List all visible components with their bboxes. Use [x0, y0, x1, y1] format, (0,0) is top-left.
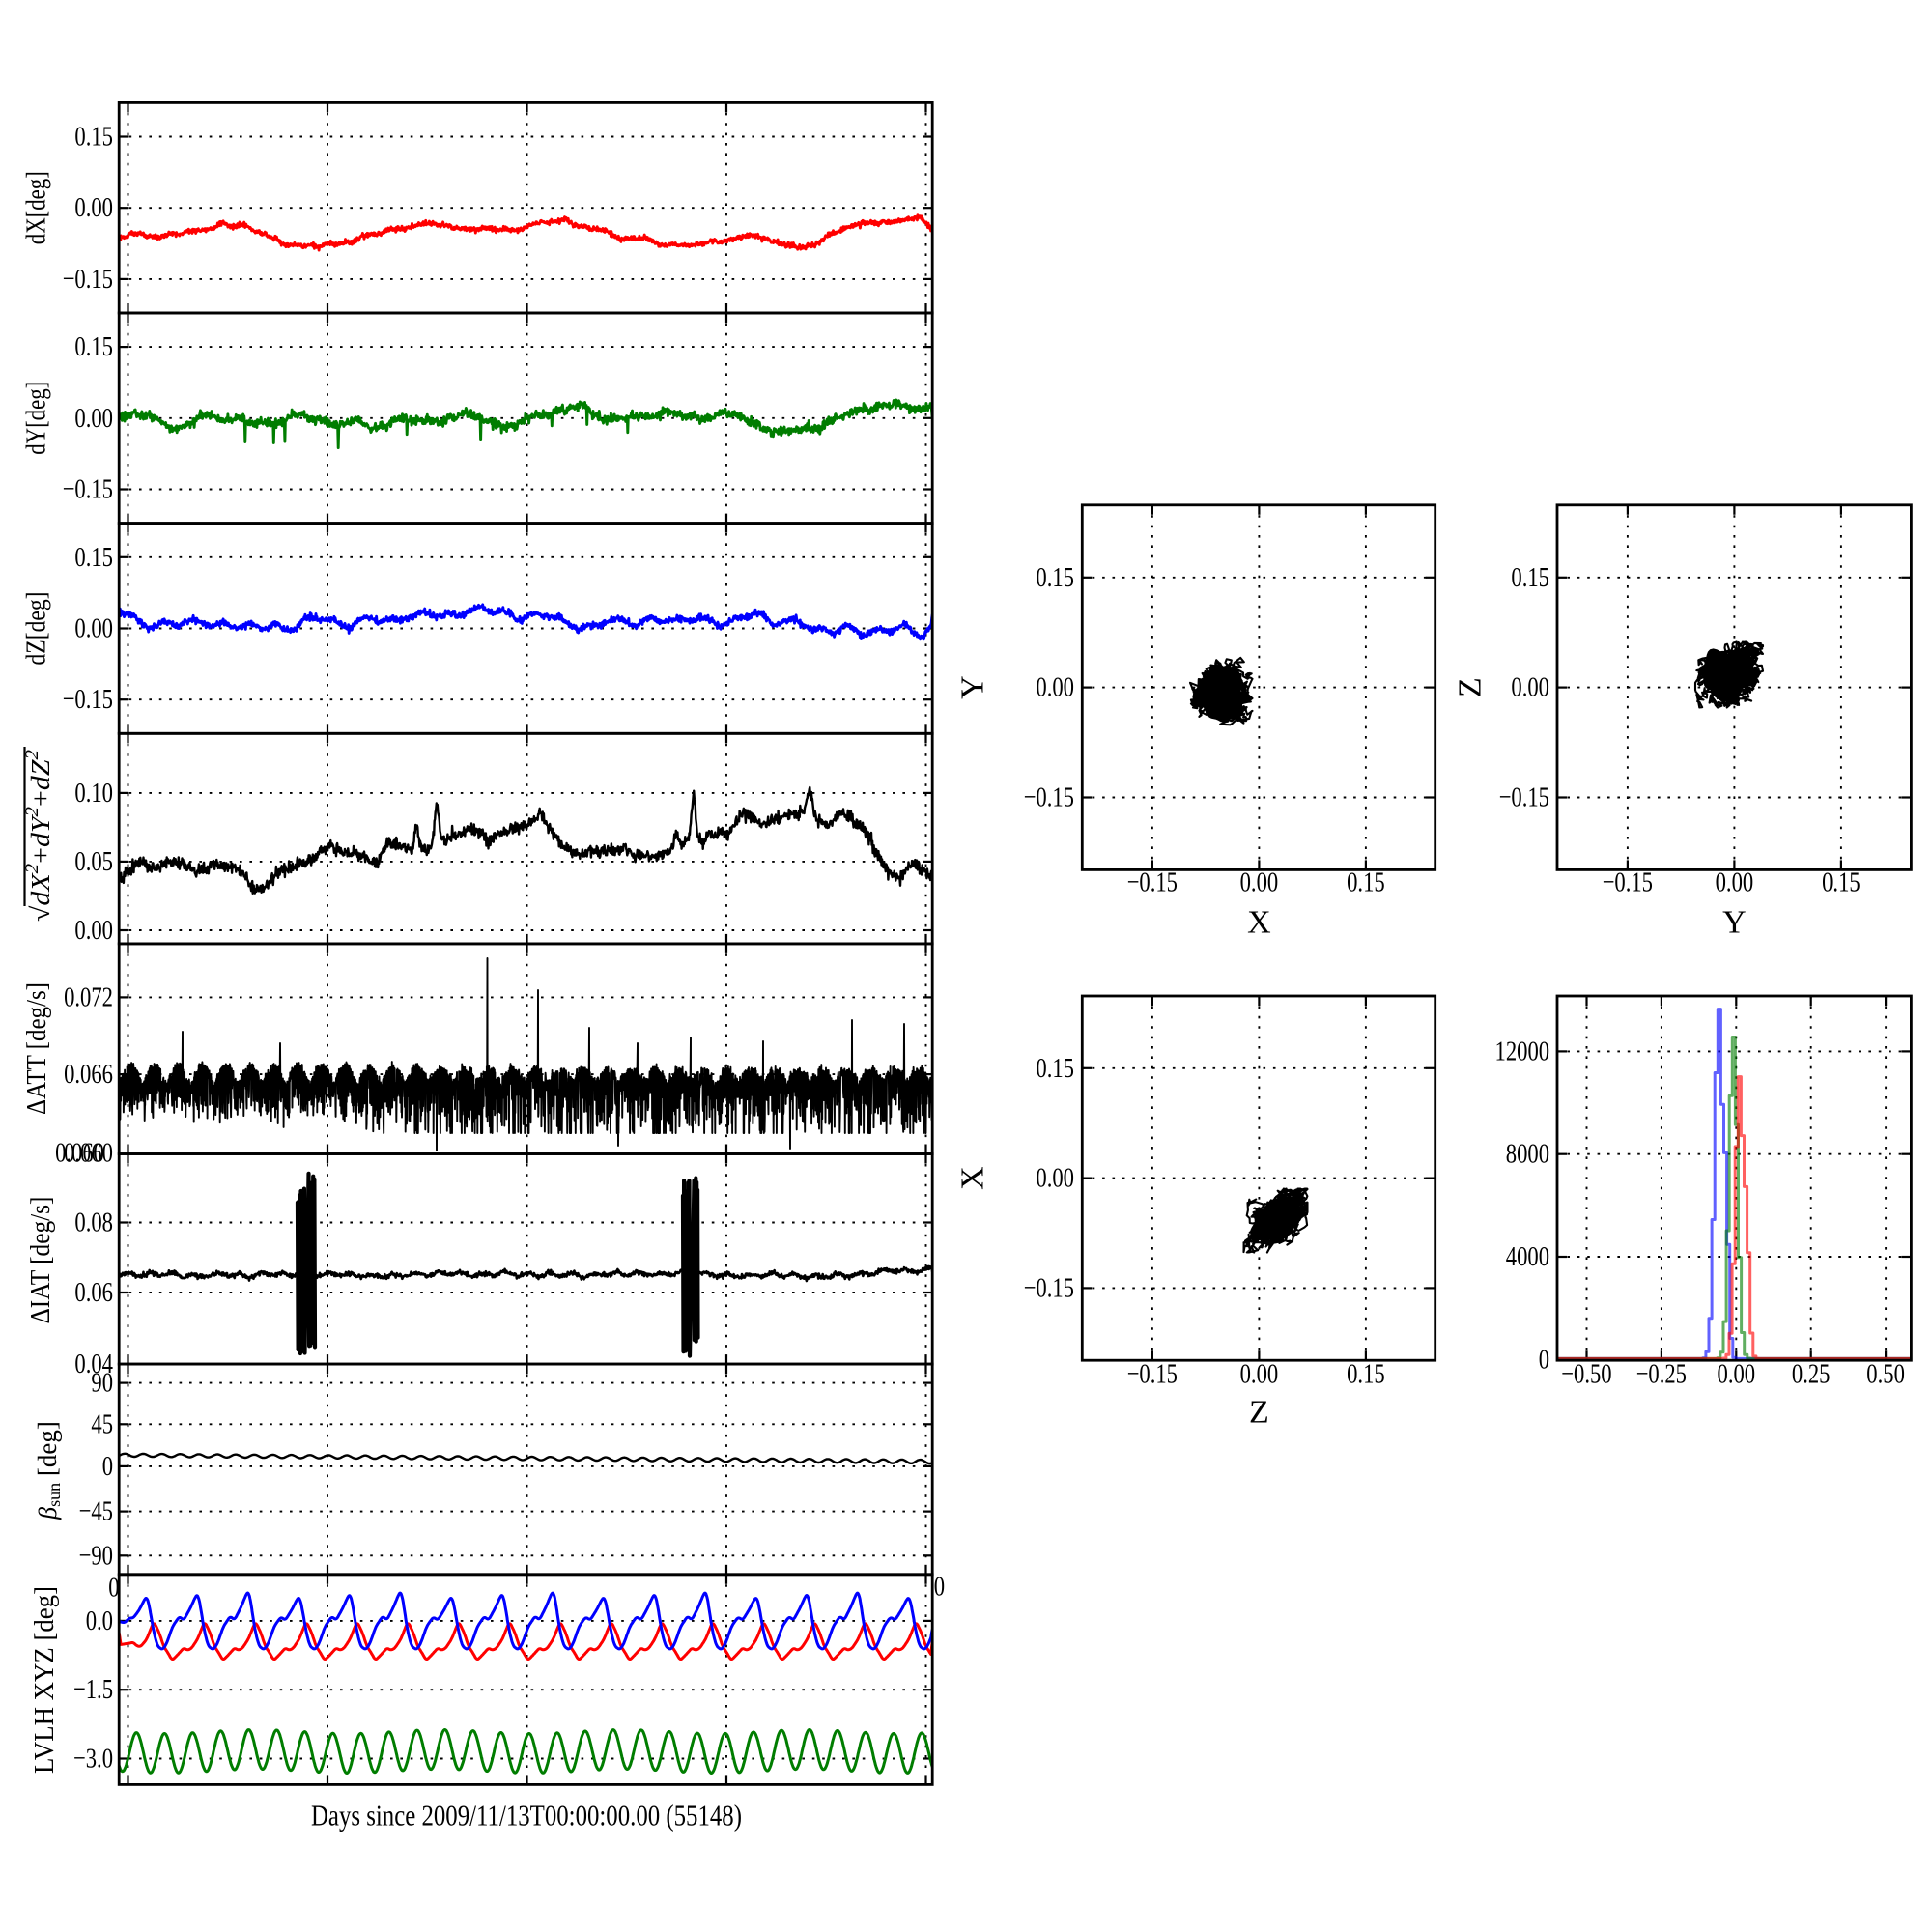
- svg-text:dZ[deg]: dZ[deg]: [21, 592, 52, 666]
- svg-text:8000: 8000: [1506, 1139, 1549, 1170]
- svg-text:0.15: 0.15: [74, 331, 113, 362]
- svg-text:X: X: [1247, 905, 1271, 941]
- svg-text:Z: Z: [1453, 677, 1489, 697]
- svg-text:0.072: 0.072: [64, 981, 113, 1012]
- svg-text:√dX2+dY2+dZ2: √dX2+dY2+dZ2: [22, 749, 56, 922]
- svg-text:ΔIAT [deg/s]: ΔIAT [deg/s]: [25, 1197, 56, 1324]
- svg-text:0.25: 0.25: [1792, 1359, 1831, 1390]
- svg-text:0.15: 0.15: [1511, 562, 1549, 593]
- svg-text:−0.15: −0.15: [63, 264, 113, 295]
- svg-text:dY[deg]: dY[deg]: [21, 382, 52, 455]
- svg-text:ΔATT [deg/s]: ΔATT [deg/s]: [21, 982, 52, 1115]
- svg-text:0.060: 0.060: [55, 1138, 104, 1169]
- svg-text:dX[deg]: dX[deg]: [21, 171, 52, 244]
- svg-text:0.15: 0.15: [1036, 1053, 1074, 1084]
- svg-text:0.15: 0.15: [1822, 867, 1861, 898]
- svg-text:0.15: 0.15: [1036, 562, 1074, 593]
- svg-text:Z: Z: [1249, 1395, 1269, 1431]
- svg-text:0.00: 0.00: [74, 403, 113, 434]
- svg-text:0.00: 0.00: [1240, 1359, 1279, 1390]
- svg-text:−45: −45: [79, 1496, 113, 1527]
- svg-text:0.0: 0.0: [86, 1605, 113, 1636]
- svg-text:0.00: 0.00: [74, 613, 113, 644]
- svg-text:−1.5: −1.5: [73, 1674, 113, 1705]
- svg-text:Days since 2009/11/13T00:00:00: Days since 2009/11/13T00:00:00.00 (55148…: [311, 1799, 742, 1833]
- svg-text:0.00: 0.00: [1716, 867, 1754, 898]
- svg-text:−0.15: −0.15: [1127, 1359, 1178, 1390]
- svg-text:0.15: 0.15: [1347, 1359, 1385, 1390]
- svg-text:−0.25: −0.25: [1636, 1359, 1687, 1390]
- svg-text:0.10: 0.10: [74, 778, 113, 809]
- svg-text:−0.15: −0.15: [63, 684, 113, 715]
- svg-text:0: 0: [934, 1572, 945, 1603]
- svg-text:0.00: 0.00: [1036, 672, 1074, 703]
- svg-text:0.15: 0.15: [74, 122, 113, 153]
- svg-text:−90: −90: [79, 1540, 113, 1571]
- svg-text:0: 0: [1539, 1344, 1549, 1375]
- svg-text:0.060: 0.060: [64, 1138, 113, 1169]
- svg-text:0.15: 0.15: [74, 542, 113, 573]
- svg-text:X: X: [955, 1166, 991, 1190]
- svg-text:0.00: 0.00: [1036, 1163, 1074, 1194]
- svg-text:45: 45: [91, 1408, 113, 1439]
- svg-text:0.50: 0.50: [1866, 1359, 1905, 1390]
- svg-text:0.00: 0.00: [1240, 867, 1279, 898]
- svg-text:−0.15: −0.15: [1499, 782, 1549, 813]
- svg-text:0: 0: [108, 1573, 119, 1604]
- svg-text:0.06: 0.06: [74, 1277, 113, 1308]
- svg-text:0.15: 0.15: [1347, 867, 1385, 898]
- svg-text:−0.15: −0.15: [1603, 867, 1653, 898]
- svg-text:12000: 12000: [1495, 1036, 1550, 1066]
- svg-text:90: 90: [91, 1368, 113, 1399]
- svg-text:0.00: 0.00: [1511, 672, 1549, 703]
- svg-text:0.066: 0.066: [64, 1059, 113, 1090]
- svg-text:−0.15: −0.15: [1024, 782, 1074, 813]
- svg-text:Y: Y: [1722, 905, 1747, 941]
- svg-text:0.00: 0.00: [74, 192, 113, 223]
- svg-text:−0.15: −0.15: [1127, 867, 1178, 898]
- svg-text:−0.15: −0.15: [1024, 1272, 1074, 1303]
- svg-text:−0.50: −0.50: [1561, 1359, 1611, 1390]
- svg-text:βsun [deg]: βsun [deg]: [33, 1421, 64, 1520]
- svg-text:−3.0: −3.0: [73, 1744, 113, 1775]
- svg-text:LVLH XYZ [deg]: LVLH XYZ [deg]: [29, 1586, 60, 1774]
- svg-text:0.00: 0.00: [74, 915, 113, 946]
- svg-text:Y: Y: [955, 675, 991, 699]
- svg-text:4000: 4000: [1506, 1241, 1549, 1272]
- svg-text:−0.15: −0.15: [63, 474, 113, 505]
- svg-text:0.00: 0.00: [1718, 1359, 1756, 1390]
- svg-text:0.04: 0.04: [74, 1349, 113, 1379]
- svg-text:0: 0: [102, 1451, 113, 1482]
- svg-text:0.05: 0.05: [74, 846, 113, 877]
- svg-text:0.08: 0.08: [74, 1208, 113, 1238]
